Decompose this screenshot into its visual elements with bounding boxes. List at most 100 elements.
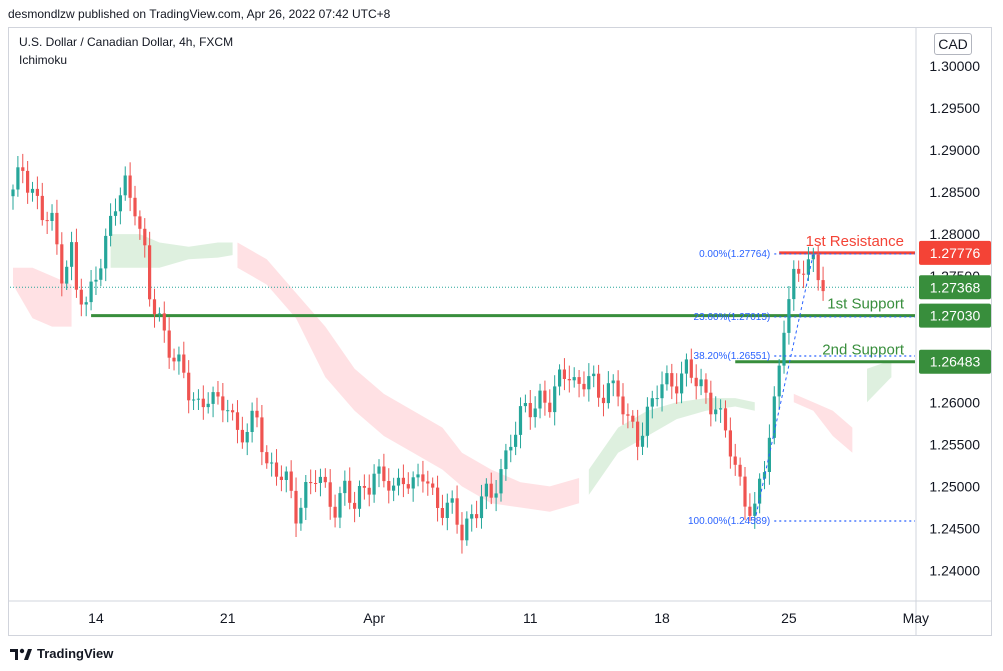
bearish-cloud-2 (793, 393, 853, 453)
fib-label: 100.00%(1.24589) (688, 516, 770, 527)
currency-button[interactable]: CAD (934, 33, 972, 55)
candle-body (201, 398, 205, 408)
candle-body (206, 403, 210, 408)
candle-body (782, 332, 786, 366)
candle-body (177, 354, 181, 362)
candle-body (377, 466, 381, 474)
candle-body (274, 462, 279, 477)
candle-body (479, 496, 484, 519)
bullish-cloud-0 (110, 234, 233, 268)
candle-body (11, 189, 15, 197)
candle-body (777, 365, 781, 397)
candle-body (367, 487, 371, 495)
y-tick-label: 1.25000 (929, 478, 980, 494)
candle-body (113, 211, 118, 216)
candle-body (728, 430, 732, 457)
candle-body (401, 477, 405, 485)
candle-body (372, 473, 376, 495)
candle-body (211, 392, 215, 404)
candles (11, 153, 825, 554)
candle-body (645, 406, 649, 436)
price-tag-box (919, 240, 991, 265)
symbol-title: U.S. Dollar / Canadian Dollar, 4h, FXCM (19, 35, 234, 49)
candle-body (802, 273, 806, 275)
candle-body (504, 450, 508, 470)
candle-body (138, 216, 142, 229)
candle-body (60, 244, 64, 284)
candle-body (26, 170, 30, 193)
bullish-cloud-1 (588, 398, 755, 495)
y-tick-label: 1.24500 (929, 521, 980, 537)
candle-body (333, 506, 337, 518)
price-tag-box (919, 303, 991, 328)
candle-body (270, 462, 274, 464)
candle-body (445, 502, 449, 518)
candle-body (587, 376, 591, 390)
candle-body (611, 380, 615, 384)
candle-body (396, 477, 401, 486)
candle-body (216, 392, 220, 397)
candle-body (226, 410, 230, 412)
candle-body (699, 379, 703, 387)
candle-body (148, 245, 152, 300)
y-tick-label: 1.26000 (929, 394, 980, 410)
ichimoku-cloud (13, 234, 892, 512)
candle-body (489, 483, 493, 498)
candle-body (601, 397, 606, 404)
candle-body (714, 409, 718, 415)
chart-panel[interactable] (8, 27, 992, 636)
fib-trend-line (754, 253, 814, 522)
y-tick-label: 1.28500 (929, 184, 980, 200)
candle-body (192, 399, 196, 401)
candle-body (182, 354, 186, 373)
candle-body (187, 372, 191, 401)
candle-body (680, 373, 684, 394)
candle-body (289, 471, 293, 491)
candle-body (523, 403, 527, 407)
y-tick-label: 1.24000 (929, 563, 980, 579)
candle-body (65, 266, 69, 284)
candle-body (123, 175, 127, 196)
candle-body (314, 483, 318, 484)
candle-body (748, 506, 752, 516)
candle-body (221, 396, 225, 411)
candle-body (577, 377, 581, 384)
tradingview-logo[interactable]: TradingView (10, 646, 113, 661)
x-tick-label: May (903, 610, 929, 626)
candle-body (528, 403, 532, 418)
candle-body (328, 482, 332, 507)
candle-body (387, 481, 391, 491)
candle-body (30, 188, 35, 193)
fib-label: 38.20%(1.26551) (694, 351, 771, 362)
candle-body (543, 390, 547, 403)
x-tick-label: Apr (363, 610, 385, 626)
candle-body (606, 383, 610, 404)
candle-body (572, 377, 576, 381)
candle-body (392, 485, 396, 491)
candle-body (582, 383, 586, 390)
candle-body (406, 484, 410, 489)
candle-body (723, 408, 728, 431)
candle-body (323, 476, 327, 483)
y-tick-label: 1.29000 (929, 142, 980, 158)
candle-body (470, 514, 474, 519)
candle-body (35, 188, 39, 196)
candle-body (436, 487, 440, 508)
candle-body (416, 474, 420, 478)
x-tick-label: 18 (654, 610, 670, 626)
y-tick-label: 1.25500 (929, 436, 980, 452)
candle-body (79, 289, 83, 305)
indicator-label[interactable]: Ichimoku (19, 53, 68, 67)
candle-body (450, 498, 454, 503)
candle-body (738, 464, 742, 477)
price-tag-text: 1.27776 (930, 245, 981, 261)
time-axis[interactable]: 14 21 Apr 11 18 25 May (88, 610, 929, 626)
candle-body (655, 398, 659, 400)
candle-body (157, 313, 161, 315)
candle-body (89, 281, 93, 303)
bearish-cloud-1 (237, 242, 580, 512)
candle-body (143, 228, 147, 246)
candle-body (279, 476, 283, 480)
candle-body (421, 474, 425, 482)
